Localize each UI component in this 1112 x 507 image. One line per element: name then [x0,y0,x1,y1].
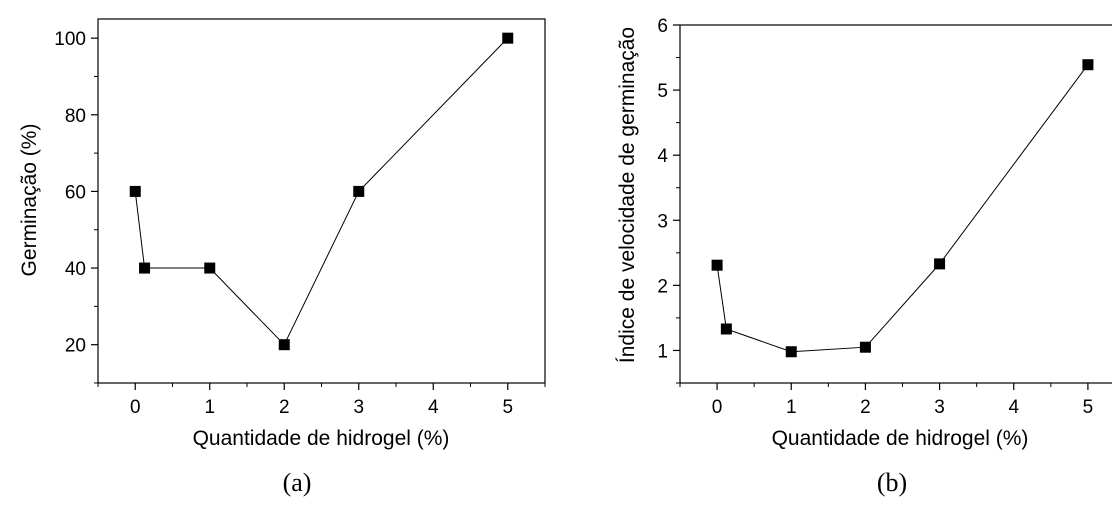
x-axis-label-a: Quantidade de hidrogel (%) [193,427,450,450]
y-tick-label: 20 [65,336,86,357]
data-point [720,323,732,335]
y-tick-label: 6 [657,16,668,37]
x-tick-label: 2 [279,397,290,418]
series-line [134,37,509,346]
x-tick-label: 4 [428,397,439,418]
data-point [785,346,797,358]
y-tick-label: 100 [54,29,86,50]
x-tick-label: 3 [353,397,364,418]
series-a [129,32,514,351]
x-tick-label: 0 [130,397,141,418]
x-axis-label-b: Quantidade de hidrogel (%) [772,427,1029,450]
y-axis-label-b: Índice de velocidade de germinação [616,27,639,363]
y-tick-label: 5 [657,81,668,102]
x-tick-label: 1 [786,397,797,418]
y-tick-label: 3 [657,211,668,232]
y-axis-label-a: Germinação (%) [18,124,41,277]
x-tick-label: 1 [204,397,215,418]
data-point [353,185,365,197]
data-point [1082,59,1094,71]
x-tick-label: 5 [1083,397,1094,418]
plot-frame-a [97,18,546,384]
y-tick-label: 2 [657,276,668,297]
x-tick-label: 0 [712,397,723,418]
axis-ticks-b: 0 1 2 3 4 5 1 2 3 4 5 6 [657,16,1094,418]
data-point [502,32,514,44]
y-tick-label: 80 [65,106,86,127]
x-tick-label: 4 [1008,397,1019,418]
panel-caption-b: (b) [877,468,907,497]
panel-caption-a: (a) [283,468,312,497]
x-tick-label: 2 [860,397,871,418]
data-point [139,262,151,274]
series-b [711,59,1094,358]
chart-panel-a: 0 1 2 3 4 5 20 40 60 80 100 Germinação (%) Quantid… [18,18,546,497]
data-point [711,259,723,271]
x-tick-label: 3 [934,397,945,418]
data-point [129,185,141,197]
y-tick-label: 1 [657,341,668,362]
y-tick-label: 4 [657,146,668,167]
data-point [859,341,871,353]
chart-panel-b: 0 1 2 3 4 5 1 2 3 4 5 6 Índice de velocidade de ger… [616,16,1112,497]
plot-frame-b [679,24,1112,384]
y-tick-label: 40 [65,259,86,280]
x-tick-label: 5 [502,397,513,418]
y-tick-label: 60 [65,182,86,203]
data-point [934,258,946,270]
data-point [278,339,290,351]
data-point [204,262,216,274]
series-line [716,64,1089,353]
axis-ticks-a: 0 1 2 3 4 5 20 40 60 80 100 [54,29,546,418]
